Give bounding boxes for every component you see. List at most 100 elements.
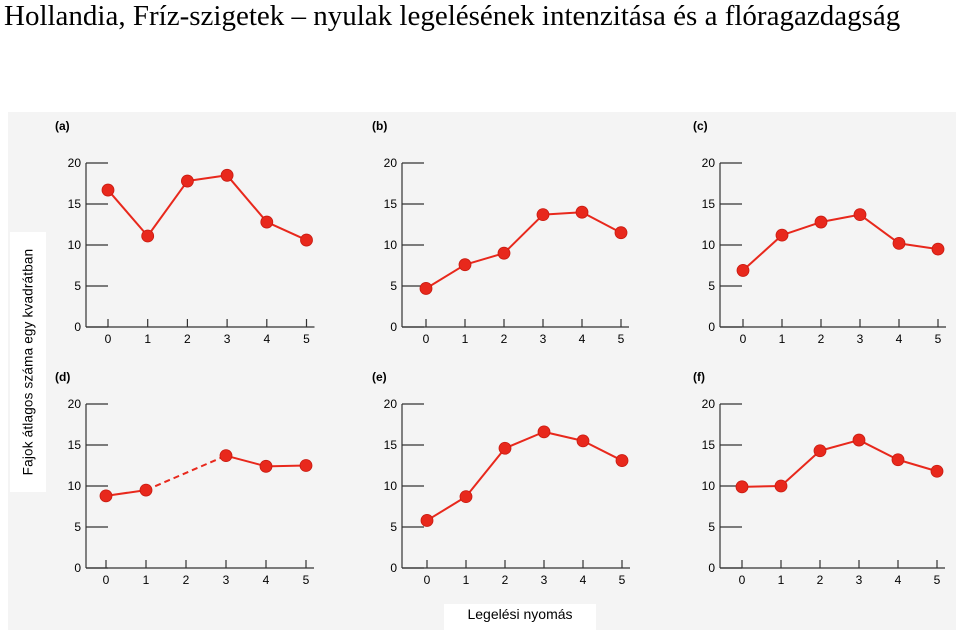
y-tick-label: 5 [74,520,81,534]
y-tick-label: 15 [702,438,716,452]
data-point [576,434,590,448]
x-tick-label: 1 [462,332,469,346]
series-line-segment [426,495,467,522]
data-point [299,459,313,472]
x-tick-label: 5 [303,332,310,346]
x-tick-label: 0 [103,573,110,587]
series-line-segment [504,430,545,450]
chart-panel: (f) 0 5 10 15 20 0 1 2 3 4 5 [693,370,945,587]
series-line-segment [820,213,861,224]
data-point [930,464,944,478]
data-point [420,514,434,527]
data-point [260,215,274,229]
series-line-segment [858,439,899,461]
data-point [774,479,788,493]
x-tick-label: 0 [423,332,430,346]
panel-label: (a) [55,119,70,133]
data-point [459,490,473,504]
x-tick-label: 5 [935,332,942,346]
chart-panel: (c) 0 5 10 15 20 0 1 2 3 4 5 [693,119,946,346]
y-tick-label: 0 [390,561,397,575]
y-tick-label: 5 [708,520,715,534]
series-line-segment [581,211,622,234]
chart-panel: (b) 0 5 10 15 20 0 1 2 3 4 5 [372,119,629,346]
chart-panel: (a) 0 5 10 15 20 0 1 2 3 4 5 [55,119,315,346]
y-tick-label: 20 [68,156,82,170]
series-line-segment [465,447,506,498]
series-line-segment [187,174,228,183]
panel-label: (f) [693,370,705,384]
x-tick-label: 5 [303,573,310,587]
x-tick-label: 2 [183,573,190,587]
y-tick-label: 15 [384,438,398,452]
y-tick-label: 5 [74,279,81,293]
x-tick-label: 0 [105,332,112,346]
data-point [736,264,750,277]
panel-label: (e) [372,370,387,384]
data-point [853,208,867,222]
y-tick-label: 20 [702,156,716,170]
data-point [139,483,153,497]
series-line-segment [107,189,149,237]
slide-title: Hollandia, Fríz-szigetek – nyulak legelé… [4,0,901,32]
x-tick-label: 4 [263,573,270,587]
data-point [419,282,433,295]
data-point [813,444,827,458]
data-point [775,228,789,242]
data-point [537,425,551,439]
y-tick-label: 10 [702,238,716,252]
series-line-segment [742,234,783,272]
y-tick-label: 10 [384,238,398,252]
x-axis-label-box [444,604,596,630]
y-tick-label: 0 [708,320,715,334]
data-point [536,208,550,222]
data-point [614,226,628,240]
x-tick-label: 3 [224,332,231,346]
y-tick-label: 0 [708,561,715,575]
series-line-segment [266,221,307,241]
series-line-segment [582,440,623,462]
data-point [220,168,234,182]
data-point [892,236,906,250]
x-tick-label: 2 [502,573,509,587]
x-tick-label: 2 [817,573,824,587]
x-tick-label: 3 [856,573,863,587]
chart-panel: (e) 0 5 10 15 20 0 1 2 3 4 5 [372,370,630,587]
x-tick-label: 3 [857,332,864,346]
y-axis-label-box [10,232,46,492]
data-point [141,229,155,243]
y-tick-label: 10 [702,479,716,493]
panel-label: (c) [693,119,708,133]
y-tick-label: 15 [68,438,82,452]
data-point [458,258,472,272]
x-tick-label: 3 [223,573,230,587]
x-tick-label: 0 [740,332,747,346]
x-tick-label: 1 [463,573,470,587]
data-point [259,459,273,473]
series-line-segment [265,464,307,468]
series-line-segment [898,242,939,251]
data-point [180,174,194,188]
series-line-segment [145,454,227,492]
x-tick-label: 5 [619,573,626,587]
y-tick-label: 15 [68,197,82,211]
data-point [852,433,866,447]
y-tick-label: 10 [68,238,82,252]
x-tick-label: 1 [779,332,786,346]
series-line-segment [503,213,544,254]
x-tick-label: 1 [143,573,150,587]
x-tick-label: 2 [184,332,191,346]
y-tick-label: 5 [708,279,715,293]
y-tick-label: 20 [384,156,398,170]
y-tick-label: 10 [384,479,398,493]
data-point [101,183,115,197]
data-point [498,441,512,455]
x-tick-label: 4 [580,573,587,587]
y-tick-label: 15 [702,197,716,211]
x-tick-label: 0 [424,573,431,587]
data-point [497,246,511,260]
series-line-segment [146,180,189,237]
data-point [300,233,313,247]
x-tick-label: 2 [501,332,508,346]
data-point [931,242,945,256]
